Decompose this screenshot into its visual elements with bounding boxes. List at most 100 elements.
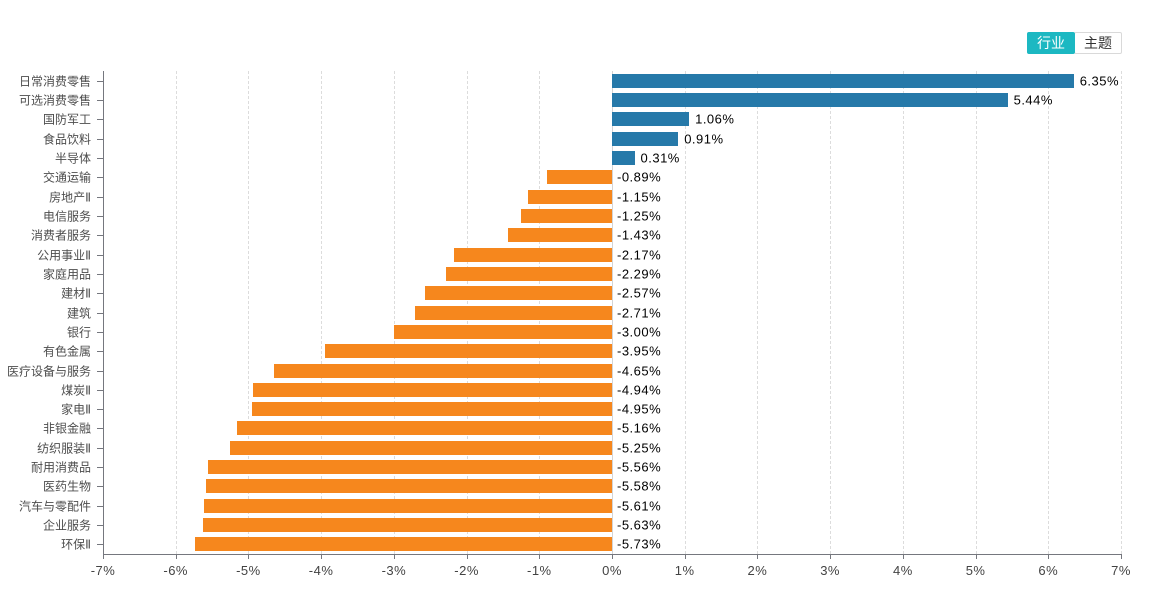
x-axis-label: 7% [1111,563,1131,578]
x-axis-tick [830,554,832,559]
x-axis-tick [321,554,323,559]
category-label: 医疗设备与服务 [6,364,91,378]
value-label: -2.71% [617,305,662,320]
x-axis-tick [1048,554,1050,559]
x-axis-tick [248,554,250,559]
value-label: 1.06% [695,111,735,127]
value-label: 6.35% [1079,73,1120,89]
value-label: -5.61% [617,498,662,514]
y-axis-tick [97,254,103,256]
bar-食品饮料[interactable] [612,131,679,146]
gridline [321,71,323,554]
value-label: -5.56% [617,459,662,475]
y-axis-tick [97,447,103,449]
bar-有色金属[interactable] [324,344,612,359]
category-label: 家电Ⅱ [61,402,91,417]
category-label: 企业服务 [42,518,91,533]
y-axis-tick [97,389,103,391]
y-axis-tick [97,138,103,140]
bar-电信服务[interactable] [521,208,612,223]
x-axis-tick [393,554,395,559]
x-axis-label: 0% [602,563,622,578]
bar-建筑[interactable] [414,305,612,320]
zero-gridline [612,71,613,554]
x-axis-tick [757,554,759,559]
bar-企业服务[interactable] [202,518,612,532]
value-label: -5.63% [617,517,662,533]
category-label: 非银金融 [42,421,91,436]
gridline [248,71,250,554]
x-axis-label: 5% [965,563,986,578]
y-axis-tick [97,409,103,411]
y-axis-tick [97,428,103,430]
bar-半导体[interactable] [612,150,635,165]
value-label: -3.00% [617,324,662,340]
x-axis-label: 3% [820,563,840,578]
bar-公用事业Ⅱ[interactable] [454,247,612,262]
bar-医药生物[interactable] [206,479,612,494]
y-axis-tick [97,293,103,295]
category-label: 环保Ⅱ [61,537,91,552]
bar-煤炭Ⅱ[interactable] [252,382,612,397]
bar-医疗设备与服务[interactable] [273,363,612,378]
bar-家庭用品[interactable] [445,266,612,281]
x-axis-label: 6% [1038,563,1059,578]
bar-消费者服务[interactable] [508,228,612,243]
bar-银行[interactable] [393,324,612,339]
value-label: -1.25% [617,208,662,224]
category-label: 国防军工 [42,112,91,127]
value-label: -1.15% [617,189,662,205]
bar-交通运输[interactable] [547,170,612,185]
bar-纺织服装Ⅱ[interactable] [230,440,612,455]
y-axis-tick [97,525,103,526]
category-label: 半导体 [54,151,91,166]
tab-industry[interactable]: 行业 [1027,32,1075,54]
bar-国防军工[interactable] [612,112,690,127]
value-label: -4.94% [617,382,662,398]
y-axis-tick [97,100,103,101]
value-label: -5.73% [617,536,662,552]
bar-耐用消费品[interactable] [207,460,612,475]
category-label: 交通运输 [42,170,91,185]
bar-建材Ⅱ[interactable] [425,286,612,301]
gridline [1121,71,1122,554]
category-label: 建材Ⅱ [61,286,91,301]
value-label: -2.57% [617,285,662,301]
bar-可选消费零售[interactable] [612,93,1008,107]
category-label: 汽车与零配件 [18,499,91,514]
bar-房地产Ⅱ[interactable] [528,189,612,204]
gridline [902,71,904,554]
y-axis-tick [97,273,103,275]
y-axis-tick [97,312,103,314]
gridline [830,71,832,554]
y-axis-labels: 日常消费零售 可选消费零售 国防军工 食品饮料 半导体 交通运输 房地产Ⅱ 电信服务 消费者服务… [0,71,91,554]
bar-非银金融[interactable] [236,421,612,436]
y-axis-tick [97,370,103,372]
x-axis-label: -5% [236,563,261,578]
x-axis-tick [175,554,177,559]
x-axis-label: -7% [90,563,116,578]
value-label: -5.16% [617,420,662,436]
y-axis-tick [97,80,103,82]
y-axis-tick [97,177,103,179]
y-axis-tick [97,467,103,469]
category-label: 公用事业Ⅱ [37,248,91,262]
value-label: -4.65% [617,363,662,378]
plot-area: 6.35% 5.44% 1.06% 0.91% 0.31% -0.89% -1.15% -1.… [103,71,1122,554]
y-axis-tick [97,486,103,488]
tab-theme[interactable]: 主题 [1074,32,1122,54]
y-axis-tick [97,235,103,237]
y-axis-tick [97,505,103,507]
bar-汽车与零配件[interactable] [204,498,612,513]
x-axis-tick [902,554,904,559]
bar-日常消费零售[interactable] [612,73,1074,88]
category-label: 纺织服装Ⅱ [37,441,91,456]
category-label: 煤炭Ⅱ [61,383,91,398]
x-axis-label: 4% [892,563,913,578]
bar-家电Ⅱ[interactable] [252,402,612,417]
bar-环保Ⅱ[interactable] [195,537,612,552]
value-label: -5.25% [617,440,662,456]
y-axis-tick [97,119,103,121]
gridline [975,71,977,554]
